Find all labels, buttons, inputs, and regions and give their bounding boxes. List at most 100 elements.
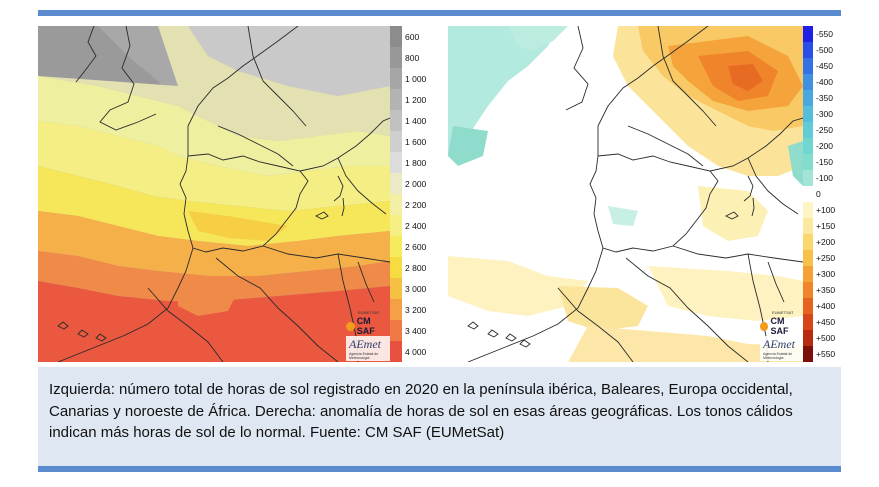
legend-entry: +250 [803,250,835,266]
legend-swatch [390,173,402,194]
sunshine-anomaly-map-image [448,26,803,362]
aemet-logo: AEmet Agencia Estatal de Meteorología [760,336,803,361]
legend-label: 3 000 [405,283,427,294]
legend-entry: 1 200 [390,89,426,110]
legend-entry: +200 [803,234,835,250]
sunshine-total-map: EUMETSAT CM SAF AEmet Agencia Estatal de… [38,26,390,362]
legend-swatch [803,90,813,106]
legend-label: 2 400 [405,220,427,231]
legend-entry: +300 [803,266,835,282]
legend-label: -450 [816,61,834,71]
legend-swatch [390,110,402,131]
legend-label: 2 000 [405,178,427,189]
legend-swatch [803,170,813,186]
legend-entry: 3 000 [390,278,426,299]
legend-entry: +350 [803,282,835,298]
legend-entry: -450 [803,58,833,74]
sunshine-total-legend: 600 800 1 000 1 200 1 400 1 600 1 800 2 000 2 20… [390,26,436,362]
legend-entry: 2 600 [390,236,426,257]
legend-entry: 1 000 [390,68,426,89]
legend-label: +300 [816,269,836,279]
sunshine-anomaly-map: EUMETSAT CM SAF AEmet Agencia Estatal de… [448,26,803,362]
legend-label: 1 800 [405,157,427,168]
legend-swatch [803,106,813,122]
aemet-logo: AEmet Agencia Estatal de Meteorología [346,336,390,361]
legend-swatch [803,154,813,170]
legend-label: -250 [816,125,834,135]
legend-swatch [390,68,402,89]
legend-entry: -150 [803,154,833,170]
legend-entry: +150 [803,218,835,234]
legend-entry: -100 [803,170,833,186]
caption-text: Izquierda: número total de horas de sol … [49,381,793,441]
legend-swatch [803,186,813,202]
aemet-label: AEmet [763,337,795,351]
legend-entry: -300 [803,106,833,122]
legend-swatch [803,58,813,74]
legend-swatch [803,218,813,234]
legend-swatch [390,236,402,257]
eumetsat-label: EUMETSAT [772,310,794,315]
legend-swatch [803,42,813,58]
legend-label: 0 [816,189,821,199]
legend-swatch [803,282,813,298]
legend-label: +100 [816,205,836,215]
legend-label: 2 800 [405,262,427,273]
legend-entry: 2 800 [390,257,426,278]
sunshine-anomaly-legend: -550 -500 -450 -400 -350 -300 -250 -200 -150 -100… [803,26,843,362]
legend-swatch [803,250,813,266]
sun-icon [760,321,769,331]
legend-swatch [390,89,402,110]
legend-label: +350 [816,285,836,295]
top-accent-bar [38,10,841,16]
legend-entry: 800 [390,47,419,68]
legend-entry: +100 [803,202,835,218]
cmsaf-label: CM SAF [770,316,789,336]
legend-label: 4 000 [405,346,427,357]
legend-label: +550 [816,349,836,359]
legend-swatch [390,194,402,215]
aemet-sub-label: Agencia Estatal de Meteorología [763,352,793,360]
legend-label: 2 600 [405,241,427,252]
legend-swatch [803,74,813,90]
legend-entry: -250 [803,122,833,138]
legend-swatch [803,202,813,218]
legend-label: +450 [816,317,836,327]
legend-swatch [803,266,813,282]
legend-swatch [803,122,813,138]
legend-swatch [803,26,813,42]
legend-swatch [803,234,813,250]
legend-label: -550 [816,29,834,39]
legend-entry: 1 600 [390,131,426,152]
legend-swatch [390,26,402,47]
legend-entry: 2 000 [390,173,426,194]
legend-label: 1 400 [405,115,427,126]
legend-entry: -550 [803,26,833,42]
legend-entry: -400 [803,74,833,90]
aemet-sub-label: Agencia Estatal de Meteorología [349,352,379,360]
legend-label: +200 [816,237,836,247]
legend-label: 1 200 [405,94,427,105]
eumetsat-label: EUMETSAT [358,310,380,315]
legend-entry: 1 800 [390,152,426,173]
bottom-accent-bar [38,466,841,472]
legend-swatch [390,257,402,278]
legend-swatch [803,314,813,330]
legend-label: 1 000 [405,73,427,84]
legend-entry: 3 200 [390,299,426,320]
legend-label: -200 [816,141,834,151]
legend-entry: -350 [803,90,833,106]
legend-swatch [390,131,402,152]
sunshine-total-map-image [38,26,390,362]
legend-swatch [390,320,402,341]
legend-swatch [390,152,402,173]
legend-swatch [390,278,402,299]
cmsaf-logo: EUMETSAT CM SAF [346,310,390,336]
legend-entry: 4 000 [390,341,426,362]
legend-label: 600 [405,31,420,42]
legend-label: 2 200 [405,199,427,210]
legend-entry: 600 [390,26,419,47]
legend-label: -150 [816,157,834,167]
cmsaf-logo: EUMETSAT CM SAF [760,310,803,336]
legend-label: 800 [405,52,420,63]
